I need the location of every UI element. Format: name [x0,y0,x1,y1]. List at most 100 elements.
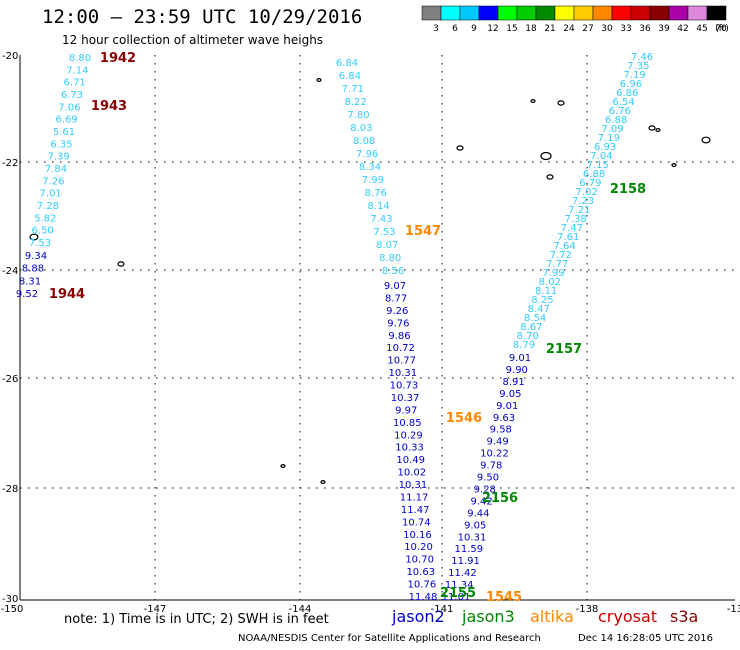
island-outline [671,163,677,168]
map-subtitle: 12 hour collection of altimeter wave hei… [62,33,324,47]
credit-line: NOAA/NESDIS Center for Satellite Applica… [238,633,541,644]
swh-value-label: 7.39 [48,152,70,163]
swh-value-label: 6.88 [605,115,627,126]
swh-value-label: 10.29 [394,430,423,441]
island-outline [648,125,656,131]
swh-value-label: 10.74 [402,517,431,528]
swh-value-label: 7.64 [553,241,575,252]
swh-value-label: 10.33 [395,443,424,454]
pass-time-label: 1942 [100,51,136,66]
swh-value-label: 8.07 [376,240,398,251]
swh-value-label: 6.76 [609,106,631,117]
swh-value-label: 9.01 [496,401,518,412]
swh-value-label: 7.96 [356,149,378,160]
swh-value-label: 7.99 [542,268,564,279]
swh-value-label: 7.28 [37,201,59,212]
scale-swatch-42 [668,5,689,21]
swh-value-label: 8.34 [359,162,381,173]
swh-value-label: 8.02 [539,277,561,288]
pass-time-label: 1944 [49,287,85,302]
swh-value-label: 11.59 [454,544,483,555]
scale-swatch-70 [706,5,727,21]
mission-cryosat: cryosat [598,607,658,626]
scale-swatch-24 [554,5,575,21]
swh-value-label: 10.63 [406,567,435,578]
swh-value-label: 11.91 [451,556,480,567]
swh-value-label: 8.31 [19,276,41,287]
swh-value-label: 7.15 [587,160,609,171]
swh-value-label: 7.26 [42,176,64,187]
swh-value-label: 8.70 [517,331,539,342]
swh-value-label: 7.80 [347,110,369,121]
swh-value-label: 11.34 [445,580,474,591]
swh-value-label: 8.56 [382,266,404,277]
scale-tick-21: 21 [544,24,555,34]
swh-value-label: 10.85 [393,418,422,429]
lat-tick-0: -20 [2,51,18,62]
swh-value-label: 10.31 [389,368,418,379]
lon-tick-5: -13 [727,604,740,615]
island-outline [540,151,552,161]
swh-value-label: 8.76 [365,188,387,199]
swh-value-label: 9.58 [490,425,512,436]
island-outline [546,174,554,180]
map-frame: -150 -147 -144 -141 -138 -13 -20 -22 -24 -26 -28 -3… [1,51,740,615]
swh-value-label: 6.84 [339,71,361,82]
timestamp: Dec 14 16:28:05 UTC 2016 [578,633,713,644]
swh-value-label: 9.52 [16,289,38,300]
swh-value-label: 6.69 [56,115,78,126]
pass-time-label: 1546 [446,411,482,426]
swh-value-label: 7.43 [370,214,392,225]
scale-tick-42: 42 [677,24,688,34]
island-outline [280,464,286,469]
swh-value-label: 11.48 [409,592,438,603]
pass-time-label: 2157 [546,342,582,357]
scale-tick-15: 15 [506,24,517,34]
swh-value-label: 9.34 [25,251,47,262]
swh-value-label: 9.86 [388,331,410,342]
scale-tick-3: 3 [433,24,439,34]
scale-tick-24: 24 [563,24,575,34]
swh-value-label: 11.47 [401,505,430,516]
scale-swatch-6 [440,5,461,21]
lat-tick-3: -26 [2,374,18,385]
islands [29,77,711,485]
swh-value-label: 9.97 [395,405,417,416]
swh-value-label: 6.86 [616,88,638,99]
scale-swatch-9 [459,5,480,21]
swh-value-label: 7.01 [40,189,62,200]
island-outline [530,98,536,103]
swh-value-label: 10.22 [480,449,509,460]
scale-swatch-39 [649,5,670,21]
swh-value-label: 9.44 [467,508,489,519]
swh-value-label: 9.90 [506,365,528,376]
island-outline [456,145,464,151]
swh-value-label: 5.61 [53,127,75,138]
pass-time-label: 1943 [91,99,127,114]
swh-value-label: 7.53 [29,238,51,249]
swh-value-label: 7.02 [576,187,598,198]
color-scale-bar: 3 6 9 12 15 18 21 24 27 30 33 36 39 42 45 70(ft) [421,5,729,34]
swh-value-label: 6.93 [594,142,616,153]
swh-value-label: 9.42 [470,496,492,507]
scale-tick-6: 6 [452,24,458,34]
swh-value-label: 10.77 [387,356,416,367]
swh-value-label: 8.47 [528,304,550,315]
swh-value-label: 8.22 [344,97,366,108]
swh-value-label: 6.88 [583,169,605,180]
swh-value-label: 6.79 [579,178,601,189]
swh-value-label: 8.79 [513,340,535,351]
pass-time-label: 1547 [405,224,441,239]
swh-value-label: 8.80 [69,53,91,64]
swh-value-label: 7.38 [564,214,586,225]
swh-value-label: 8.08 [353,136,375,147]
scale-tick-39: 39 [658,24,670,34]
pass-time-label: 2158 [610,182,646,197]
swh-value-label: 7.21 [568,205,590,216]
scale-swatch-21 [535,5,556,21]
lat-tick-2: -24 [2,266,18,277]
pass-time-label: 1545 [486,590,522,605]
swh-value-label: 9.50 [477,473,499,484]
swh-value-label: 7.04 [590,151,612,162]
swh-value-label: 11.17 [400,492,429,503]
